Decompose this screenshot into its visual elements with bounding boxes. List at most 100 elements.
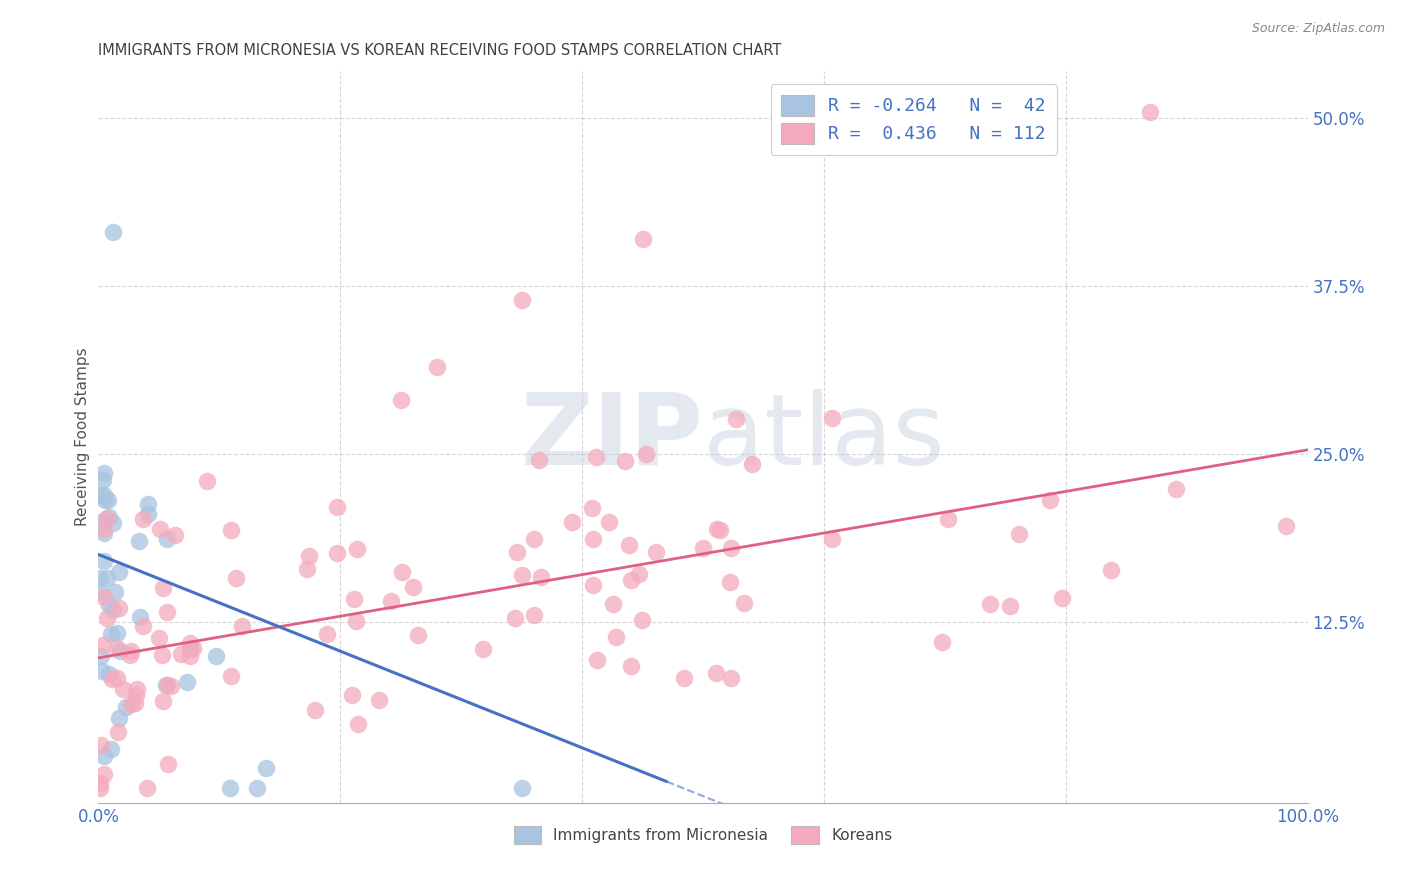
Point (128, 610, 150, 624)
Point (135, 780, 157, 795)
Point (720, 541, 742, 555)
Point (706, 522, 728, 536)
Point (628, 566, 651, 581)
Point (176, 675, 198, 690)
Point (725, 412, 748, 426)
Point (326, 546, 349, 560)
Point (90, 648, 112, 663)
Point (93, 553, 115, 567)
Text: atlas: atlas (703, 389, 945, 485)
Point (128, 533, 150, 548)
Point (93, 488, 115, 502)
Point (94, 493, 117, 508)
Point (115, 699, 138, 714)
Point (124, 696, 146, 710)
Point (503, 611, 526, 625)
Point (170, 648, 193, 662)
Point (131, 512, 153, 526)
Text: IMMIGRANTS FROM MICRONESIA VS KOREAN RECEIVING FOOD STAMPS CORRELATION CHART: IMMIGRANTS FROM MICRONESIA VS KOREAN REC… (98, 43, 782, 58)
Point (179, 642, 201, 657)
Point (585, 450, 607, 465)
Point (368, 693, 391, 707)
Point (97, 492, 120, 507)
Point (619, 659, 641, 673)
Point (821, 410, 844, 425)
Y-axis label: Receiving Food Stamps: Receiving Food Stamps (75, 348, 90, 526)
Point (152, 693, 174, 707)
Point (391, 566, 413, 580)
Point (108, 710, 131, 724)
Point (181, 641, 204, 656)
Point (692, 541, 714, 555)
Point (581, 500, 603, 515)
Point (298, 549, 321, 563)
Point (156, 533, 179, 547)
Point (218, 780, 240, 795)
Point (617, 538, 640, 552)
Point (672, 671, 695, 685)
Point (179, 636, 201, 650)
Point (582, 577, 605, 591)
Point (620, 573, 643, 587)
Point (297, 562, 319, 576)
Point (103, 516, 125, 530)
Point (118, 648, 141, 663)
Point (107, 724, 129, 739)
Point (108, 601, 131, 615)
Point (89, 780, 111, 795)
Text: ZIP: ZIP (520, 389, 703, 485)
Point (112, 681, 135, 696)
Point (325, 500, 347, 514)
Point (93, 748, 115, 763)
Point (225, 571, 247, 585)
Point (132, 619, 155, 633)
Point (155, 678, 177, 692)
Point (510, 780, 533, 795)
Point (979, 597, 1001, 611)
Legend: Immigrants from Micronesia, Koreans: Immigrants from Micronesia, Koreans (508, 820, 898, 850)
Point (97, 666, 120, 681)
Point (342, 689, 364, 703)
Point (93, 522, 115, 536)
Point (90, 738, 112, 752)
Text: Source: ZipAtlas.com: Source: ZipAtlas.com (1251, 22, 1385, 36)
Point (97, 510, 120, 524)
Point (380, 594, 402, 608)
Point (506, 545, 529, 559)
Point (1008, 527, 1031, 541)
Point (96, 611, 118, 625)
Point (733, 596, 755, 610)
Point (90, 664, 112, 678)
Point (1099, 563, 1122, 577)
Point (523, 607, 546, 622)
Point (152, 581, 174, 595)
Point (246, 780, 269, 795)
Point (402, 581, 425, 595)
Point (931, 635, 953, 649)
Point (93, 767, 115, 781)
Point (149, 522, 172, 536)
Point (561, 515, 583, 529)
Point (108, 643, 131, 657)
Point (93, 466, 115, 480)
Point (219, 669, 242, 683)
Point (389, 393, 412, 408)
Point (96, 510, 118, 524)
Point (100, 626, 122, 640)
Point (998, 599, 1021, 614)
Point (709, 523, 731, 537)
Point (254, 761, 277, 775)
Point (1139, 104, 1161, 119)
Point (605, 630, 627, 644)
Point (704, 665, 727, 680)
Point (936, 512, 959, 526)
Point (120, 644, 142, 658)
Point (107, 625, 129, 640)
Point (125, 688, 148, 702)
Point (165, 528, 187, 542)
Point (93, 526, 115, 541)
Point (89, 488, 111, 502)
Point (598, 516, 620, 530)
Point (101, 226, 124, 240)
Point (631, 232, 654, 246)
